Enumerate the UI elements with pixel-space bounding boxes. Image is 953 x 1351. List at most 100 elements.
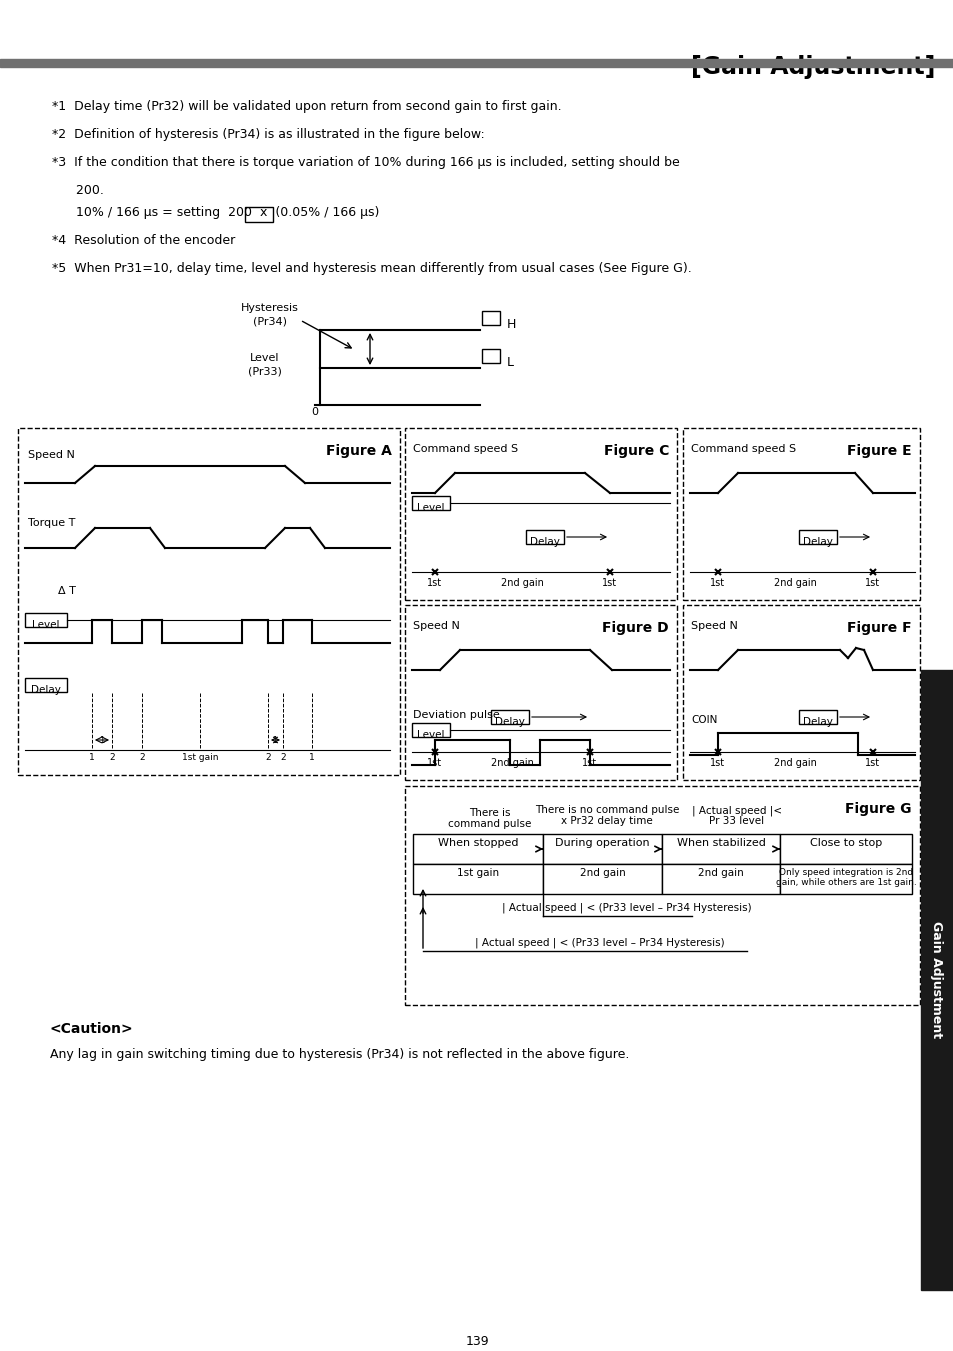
Text: Delay: Delay [802, 536, 832, 547]
Text: 2nd gain: 2nd gain [500, 578, 543, 588]
Text: | Actual speed | < (Pr33 level – Pr34 Hysteresis): | Actual speed | < (Pr33 level – Pr34 Hy… [475, 938, 724, 948]
Bar [405, 786, 919, 1005]
Text: x Pr32 delay time: x Pr32 delay time [560, 816, 652, 825]
Text: [Gain Adjustment]: [Gain Adjustment] [690, 55, 934, 78]
Text: 1st: 1st [864, 578, 880, 588]
Text: 1: 1 [309, 753, 314, 762]
Bar [661, 865, 780, 894]
Text: 0: 0 [312, 407, 318, 417]
Text: *4  Resolution of the encoder: *4 Resolution of the encoder [52, 234, 235, 247]
Text: Figure D: Figure D [601, 621, 668, 635]
Text: Gain Adjustment: Gain Adjustment [929, 921, 943, 1039]
Text: 1st: 1st [710, 578, 725, 588]
Text: Delay: Delay [31, 685, 61, 694]
Text: 2: 2 [280, 753, 286, 762]
Text: 1st: 1st [601, 578, 617, 588]
Text: <Caution>: <Caution> [50, 1021, 133, 1036]
Bar [491, 711, 529, 724]
Text: | Actual speed |<: | Actual speed |< [691, 805, 781, 816]
Text: 2nd gain: 2nd gain [773, 758, 816, 767]
Bar [25, 678, 67, 692]
Text: 2: 2 [109, 753, 114, 762]
Text: Command speed S: Command speed S [690, 444, 796, 454]
Text: Delay: Delay [530, 536, 559, 547]
Text: H: H [506, 317, 516, 331]
Text: *5  When Pr31=10, delay time, level and hysteresis mean differently from usual c: *5 When Pr31=10, delay time, level and h… [52, 262, 691, 276]
Text: Pr 33 level: Pr 33 level [709, 816, 763, 825]
Bar [481, 349, 499, 363]
Text: When stopped: When stopped [437, 838, 517, 848]
Bar [542, 865, 661, 894]
Text: 139: 139 [465, 1335, 488, 1348]
Text: (Pr34): (Pr34) [253, 316, 287, 326]
Bar [18, 428, 399, 775]
Bar [799, 711, 836, 724]
Text: Only speed integration is 2nd
gain, while others are 1st gain.: Only speed integration is 2nd gain, whil… [775, 867, 916, 888]
Text: L: L [506, 357, 514, 369]
Text: Figure C: Figure C [603, 444, 668, 458]
Text: 2: 2 [265, 753, 271, 762]
Text: *2  Definition of hysteresis (Pr34) is as illustrated in the figure below:: *2 Definition of hysteresis (Pr34) is as… [52, 128, 484, 141]
Text: When stabilized: When stabilized [676, 838, 764, 848]
Bar [405, 605, 677, 780]
Text: 2nd gain: 2nd gain [490, 758, 533, 767]
Text: Deviation pulse: Deviation pulse [413, 711, 499, 720]
Bar [682, 428, 919, 600]
Text: Level: Level [416, 730, 444, 740]
Text: COIN: COIN [690, 715, 717, 725]
Text: Torque T: Torque T [28, 517, 75, 528]
Text: *3  If the condition that there is torque variation of 10% during 166 μs is incl: *3 If the condition that there is torque… [52, 155, 679, 169]
Text: 1st gain: 1st gain [456, 867, 498, 878]
Text: *1  Delay time (Pr32) will be validated upon return from second gain to first ga: *1 Delay time (Pr32) will be validated u… [52, 100, 561, 113]
Bar [920, 670, 953, 1290]
Text: Figure A: Figure A [326, 444, 392, 458]
Bar [405, 428, 677, 600]
Text: 1st: 1st [582, 758, 597, 767]
Text: 200.: 200. [52, 184, 104, 197]
Text: Level: Level [250, 353, 279, 363]
Text: (Pr33): (Pr33) [248, 366, 282, 376]
Text: 2nd gain: 2nd gain [579, 867, 625, 878]
Text: 1st: 1st [864, 758, 880, 767]
Bar [780, 834, 911, 865]
Text: 2: 2 [139, 753, 145, 762]
Text: 1st: 1st [427, 578, 442, 588]
Text: Δ T: Δ T [58, 586, 76, 596]
Text: 1: 1 [273, 736, 277, 744]
Bar [413, 865, 542, 894]
Text: Delay: Delay [802, 717, 832, 727]
Text: 10% / 166 μs = setting  200  x  (0.05% / 166 μs): 10% / 166 μs = setting 200 x (0.05% / 16… [52, 205, 379, 219]
Text: 1st: 1st [710, 758, 725, 767]
Text: 2nd gain: 2nd gain [698, 867, 743, 878]
Text: During operation: During operation [555, 838, 649, 848]
Bar [682, 605, 919, 780]
Text: There is: There is [469, 808, 510, 817]
Text: Figure G: Figure G [844, 802, 911, 816]
Text: Figure E: Figure E [846, 444, 911, 458]
Text: | Actual speed | < (Pr33 level – Pr34 Hysteresis): | Actual speed | < (Pr33 level – Pr34 Hy… [501, 902, 751, 913]
Bar [542, 834, 661, 865]
Bar [412, 723, 450, 738]
Text: 2nd gain: 2nd gain [773, 578, 816, 588]
Text: 1st gain: 1st gain [182, 753, 218, 762]
Bar [412, 496, 450, 509]
Text: 1st: 1st [427, 758, 442, 767]
Bar [799, 530, 836, 544]
Bar [481, 311, 499, 326]
Text: Delay: Delay [495, 717, 524, 727]
Text: There is no command pulse: There is no command pulse [535, 805, 679, 815]
Text: Level: Level [32, 620, 60, 630]
Text: Close to stop: Close to stop [809, 838, 882, 848]
Text: command pulse: command pulse [448, 819, 531, 830]
Bar [25, 613, 67, 627]
Text: Any lag in gain switching timing due to hysteresis (Pr34) is not reflected in th: Any lag in gain switching timing due to … [50, 1048, 629, 1061]
Text: 1: 1 [89, 753, 94, 762]
Bar [780, 865, 911, 894]
Bar [0, 59, 953, 68]
Text: Level: Level [416, 503, 444, 513]
Text: Hysteresis: Hysteresis [241, 303, 298, 313]
Bar [245, 207, 273, 222]
Bar [661, 834, 780, 865]
Text: Speed N: Speed N [28, 450, 74, 459]
Bar [525, 530, 563, 544]
